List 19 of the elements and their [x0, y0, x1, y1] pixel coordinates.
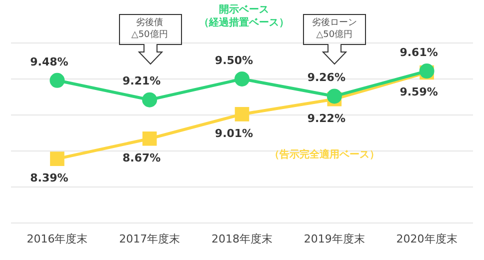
data-label: 8.67% — [122, 152, 161, 165]
x-tick-label: 2019年度末 — [304, 232, 365, 246]
data-label: 9.21% — [122, 74, 161, 88]
data-label: 9.59% — [400, 85, 438, 98]
data-label: 9.48% — [30, 55, 68, 68]
x-tick-label: 2017年度末 — [119, 232, 180, 246]
x-tick-label: 2016年度末 — [26, 232, 88, 246]
data-label: 9.61% — [400, 46, 438, 59]
data-label: 9.26% — [307, 71, 346, 84]
x-tick-label: 2020年度末 — [396, 232, 458, 246]
text: （告示完全適用ベース） — [269, 148, 380, 160]
data-label: 9.22% — [307, 112, 346, 125]
data-label: 9.01% — [214, 127, 254, 140]
data-label: 8.39% — [30, 172, 68, 185]
data-label: 9.50% — [214, 54, 254, 67]
text: 開示ベース（経過措置ベース） — [199, 4, 289, 29]
x-tick-label: 2018年度末 — [212, 232, 272, 246]
callout-arrow: 劣後債 △50億円 — [118, 14, 182, 65]
callout-arrow: 劣後ローン △50億円 — [303, 14, 366, 65]
